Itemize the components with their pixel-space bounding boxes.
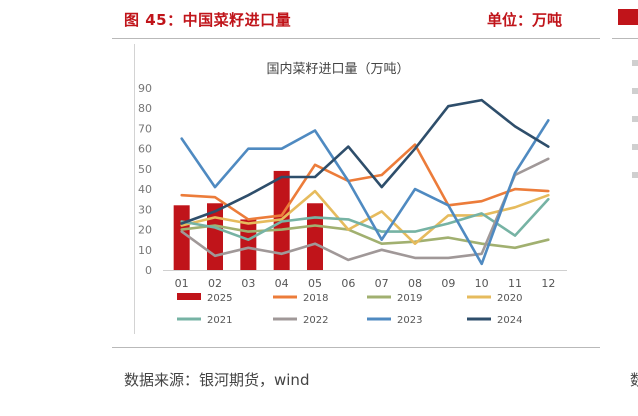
y-tick-label: 80: [138, 102, 152, 115]
x-tick-label: 02: [208, 277, 222, 290]
legend-label-2021: 2021: [207, 315, 232, 326]
x-tick-label: 08: [408, 277, 422, 290]
legend-swatch-2025: [177, 293, 201, 300]
x-tick-label: 12: [541, 277, 555, 290]
x-tick-label: 07: [375, 277, 389, 290]
adjacent-title-fragment: [618, 9, 638, 25]
x-axis-ticks: 01 02 03 04 05 06 07 08 09 10 11 12: [175, 277, 556, 290]
adjacent-source-fragment: 数: [630, 371, 638, 389]
y-tick-label: 40: [138, 183, 152, 196]
adjacent-figure-fragment: [628, 60, 638, 330]
y-tick-label: 50: [138, 163, 152, 176]
series-line-2020: [180, 189, 550, 245]
series-line-2024: [180, 98, 550, 225]
x-tick-label: 11: [508, 277, 522, 290]
legend-label-2019: 2019: [397, 293, 422, 304]
x-tick-label: 01: [175, 277, 189, 290]
line-series: [180, 98, 550, 266]
bar-2025-03: [240, 219, 257, 270]
y-tick-label: 20: [138, 224, 152, 237]
rapeseed-import-chart: 国内菜籽进口量（万吨） 0 10 20 30 40 50 60 70 80 90 01 02 03 04…: [138, 61, 567, 326]
figure-title: 图 45：中国菜籽进口量: [124, 11, 292, 29]
series-line-2019: [180, 224, 550, 250]
figure-unit: 单位：万吨: [486, 11, 562, 29]
bottom-divider: [112, 347, 600, 348]
y-tick-label: 70: [138, 122, 152, 135]
legend-label-2022: 2022: [303, 315, 328, 326]
y-tick-label: 60: [138, 143, 152, 156]
y-tick-label: 90: [138, 82, 152, 95]
legend-label-2020: 2020: [497, 293, 522, 304]
y-tick-label: 10: [138, 244, 152, 257]
y-axis-ticks: 0 10 20 30 40 50 60 70 80 90: [138, 82, 152, 277]
series-line-2021: [180, 197, 550, 241]
legend: 2025 2018 2019 2020 2021 2022 2023 2024: [177, 293, 522, 326]
legend-label-2024: 2024: [497, 315, 522, 326]
chart-title: 国内菜籽进口量（万吨）: [266, 61, 409, 77]
adjacent-figure-header-fragment: [612, 0, 638, 39]
figure-header: 图 45：中国菜籽进口量 单位：万吨: [112, 0, 600, 39]
legend-label-2023: 2023: [397, 315, 422, 326]
series-line-2023: [180, 119, 550, 266]
x-tick-label: 04: [275, 277, 289, 290]
series-line-2022: [180, 157, 550, 262]
x-tick-label: 09: [441, 277, 455, 290]
bar-2025-01: [173, 205, 190, 270]
x-tick-label: 03: [241, 277, 255, 290]
legend-label-2018: 2018: [303, 293, 328, 304]
y-tick-label: 30: [138, 203, 152, 216]
bar-2025-05: [307, 203, 323, 270]
x-tick-label: 05: [308, 277, 322, 290]
series-line-2018: [180, 143, 550, 221]
chart-frame: 国内菜籽进口量（万吨） 0 10 20 30 40 50 60 70 80 90 01 02 03 04…: [134, 44, 580, 334]
source-note: 数据来源：银河期货，wind: [124, 371, 310, 389]
x-tick-label: 10: [475, 277, 489, 290]
y-tick-label: 0: [145, 264, 152, 277]
x-tick-label: 06: [341, 277, 355, 290]
legend-label-2025: 2025: [207, 293, 232, 304]
